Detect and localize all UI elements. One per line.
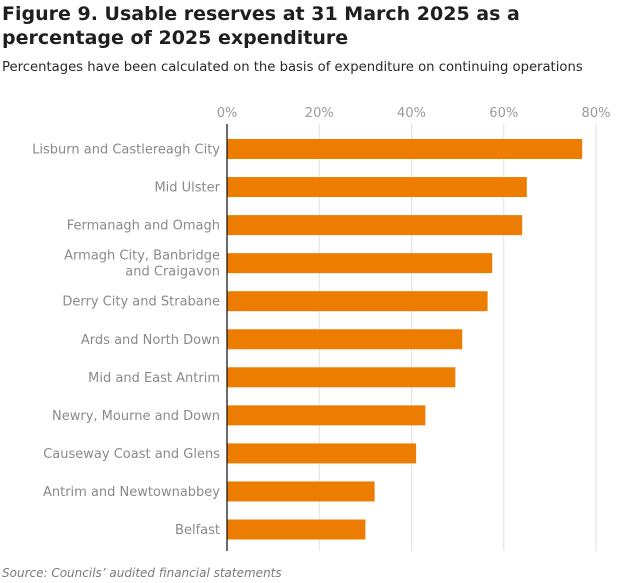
category-label: Ards and North Down [81, 333, 220, 348]
category-label: Mid and East Antrim [88, 371, 220, 386]
bar [227, 329, 463, 350]
chart-title: Figure 9. Usable reserves at 31 March 20… [2, 3, 520, 49]
bar [227, 291, 488, 312]
axes: 0% 20% 40% 60% 80% [217, 106, 611, 551]
category-label: Armagh City, Banbridge and Craigavon [64, 249, 220, 280]
chart-subtitle: Percentages have been calculated on the … [2, 60, 583, 75]
bar [227, 481, 375, 502]
bar [227, 519, 366, 540]
category-label: Derry City and Strabane [62, 295, 220, 310]
category-label: Causeway Coast and Glens [43, 447, 220, 462]
bar [227, 443, 417, 464]
x-tick-label: 40% [397, 106, 426, 121]
x-tick-label: 60% [489, 106, 518, 121]
bar [227, 253, 493, 274]
category-label: Belfast [175, 523, 220, 538]
category-label: Mid Ulster [154, 181, 220, 196]
x-tick-label: 0% [217, 106, 238, 121]
bar [227, 367, 456, 388]
category-label: Antrim and Newtownabbey [43, 485, 220, 500]
bar [227, 139, 583, 159]
category-label: Lisburn and Castlereagh City [32, 143, 220, 158]
category-label: Newry, Mourne and Down [52, 409, 220, 424]
category-label: Fermanagh and Omagh [67, 219, 220, 234]
bar [227, 215, 523, 236]
x-tick-label: 20% [305, 106, 334, 121]
source-note: Source: Councils’ audited financial stat… [2, 566, 282, 580]
x-tick-label: 80% [582, 106, 611, 121]
bar [227, 177, 527, 198]
bar [227, 405, 426, 426]
bars [227, 139, 583, 540]
category-labels: Lisburn and Castlereagh City Mid Ulster Fe… [32, 143, 221, 539]
